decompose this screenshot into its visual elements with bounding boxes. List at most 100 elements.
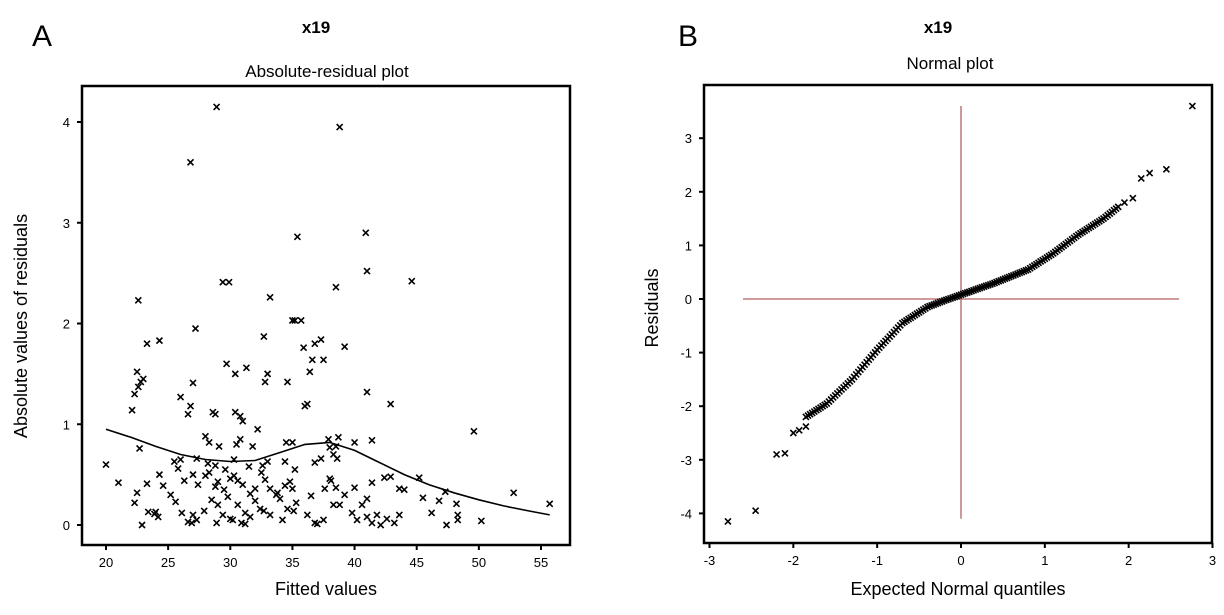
marker-stroke [211, 461, 219, 470]
marker-stroke [232, 440, 241, 448]
marker-stroke [257, 469, 265, 477]
data-point [260, 333, 268, 341]
marker-stroke [311, 519, 319, 527]
marker-stroke [152, 508, 160, 516]
data-point [1162, 165, 1170, 173]
marker-stroke [143, 340, 151, 348]
marker-stroke [986, 280, 994, 288]
data-point [138, 521, 146, 529]
marker-stroke [242, 364, 251, 372]
marker-stroke [324, 435, 333, 443]
data-point [133, 368, 141, 376]
marker-stroke [251, 497, 259, 505]
data-point [326, 443, 334, 451]
data-point [802, 423, 810, 431]
panel-a-x-ticks: 20 25 30 35 40 45 50 55 [99, 545, 548, 570]
marker-stroke [273, 489, 282, 497]
data-point [313, 520, 321, 528]
data-point [362, 229, 370, 237]
data-point [351, 484, 359, 492]
marker-stroke [300, 344, 308, 352]
data-point [257, 469, 265, 477]
data-point [976, 284, 984, 292]
marker-stroke [351, 484, 359, 492]
data-point [319, 356, 328, 364]
marker-stroke [204, 459, 212, 468]
marker-stroke [208, 496, 216, 504]
data-point [189, 471, 197, 479]
marker-stroke [942, 296, 950, 304]
data-point [363, 495, 371, 503]
marker-stroke [415, 474, 423, 482]
marker-stroke [184, 410, 192, 418]
data-point [152, 508, 160, 516]
data-point [387, 400, 395, 408]
panel-a-y-axis-label: Absolute values of residuals [11, 214, 31, 438]
data-point [319, 516, 328, 524]
marker-stroke [276, 495, 284, 503]
panel-b-letter: B [678, 20, 698, 53]
data-point [454, 516, 462, 524]
marker-stroke [251, 485, 259, 493]
marker-stroke [177, 455, 185, 464]
panel-b-y-axis-label: Residuals [642, 268, 662, 347]
data-point [940, 297, 948, 305]
marker-stroke [321, 485, 329, 493]
data-point [348, 509, 356, 517]
marker-stroke [128, 406, 136, 414]
marker-stroke [236, 412, 244, 420]
marker-stroke [297, 316, 305, 325]
marker-stroke [1137, 174, 1145, 182]
marker-stroke [189, 511, 197, 519]
marker-stroke [186, 158, 195, 166]
data-point [230, 455, 238, 464]
marker-stroke [301, 402, 309, 410]
data-point [281, 457, 289, 466]
data-point [510, 489, 518, 497]
marker-stroke [477, 517, 485, 525]
marker-stroke [963, 288, 971, 297]
marker-stroke [336, 123, 344, 131]
data-point [236, 435, 244, 443]
marker-stroke [752, 507, 760, 515]
data-point [435, 497, 443, 505]
data-point [194, 481, 202, 489]
data-point [266, 511, 274, 519]
marker-stroke [193, 516, 201, 524]
marker-stroke [974, 285, 982, 293]
data-point [283, 378, 292, 386]
marker-stroke [949, 294, 957, 302]
data-point [251, 497, 259, 505]
marker-stroke [133, 368, 141, 376]
data-point [205, 438, 213, 446]
data-point [368, 519, 376, 527]
marker-stroke [241, 520, 249, 528]
data-point [246, 513, 254, 521]
marker-stroke [184, 518, 192, 526]
data-point [266, 485, 274, 493]
data-point [953, 292, 961, 300]
data-point [174, 465, 182, 473]
marker-stroke [144, 508, 152, 516]
data-point [470, 427, 478, 435]
data-point [154, 513, 162, 521]
marker-stroke [1188, 102, 1196, 110]
marker-stroke [246, 490, 254, 498]
data-point [387, 473, 395, 481]
marker-stroke [306, 368, 314, 376]
data-point [242, 364, 251, 372]
marker-stroke [260, 507, 268, 515]
marker-stroke [428, 509, 436, 517]
data-point [321, 485, 329, 493]
data-point [297, 316, 305, 325]
marker-stroke [174, 465, 182, 473]
marker-stroke [334, 433, 342, 441]
marker-stroke [333, 454, 341, 463]
data-point [334, 433, 342, 441]
data-point [230, 472, 238, 480]
y-tick-label: -4 [680, 506, 692, 521]
marker-stroke [194, 481, 202, 489]
data-point [201, 432, 209, 440]
data-point [239, 417, 247, 425]
